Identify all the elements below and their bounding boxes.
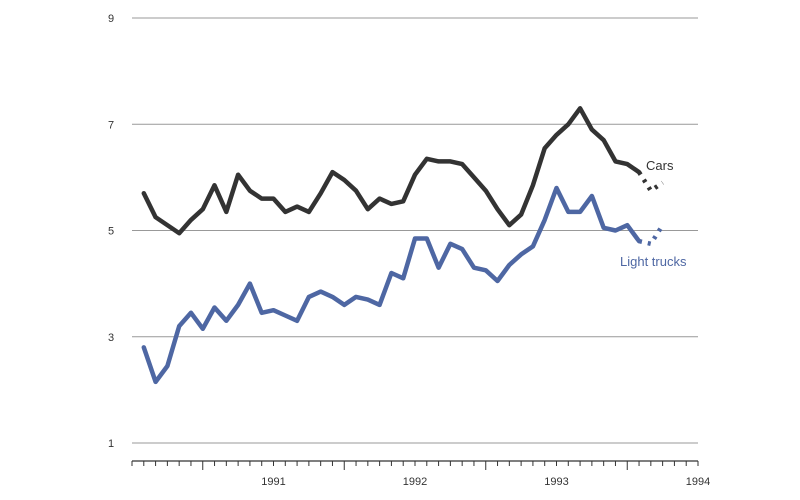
series-lines (141, 106, 665, 385)
y-tick-label: 3 (108, 332, 114, 344)
y-tick-label: 1 (108, 438, 114, 450)
y-tick-label: 7 (108, 119, 114, 131)
x-axis-tick-labels: 1991 1992 1993 1994 (261, 476, 710, 488)
series-label-light-trucks: Light trucks (620, 254, 687, 269)
x-tick-label: 1991 (261, 476, 285, 488)
series-label-cars: Cars (646, 158, 674, 173)
series-projection-light-trucks (638, 223, 665, 247)
y-axis-ticks: 1 3 5 7 9 (108, 13, 114, 450)
x-tick-label: 1992 (403, 476, 427, 488)
x-tick-label: 1994 (686, 476, 710, 488)
gridlines (132, 17, 698, 444)
x-tick-label: 1993 (544, 476, 568, 488)
series-line-light-trucks (141, 185, 642, 385)
series-projection-cars (637, 170, 664, 194)
y-tick-label: 9 (108, 13, 114, 25)
y-tick-label: 5 (108, 226, 114, 238)
x-axis (131, 460, 699, 470)
series-line-cars (141, 106, 642, 236)
